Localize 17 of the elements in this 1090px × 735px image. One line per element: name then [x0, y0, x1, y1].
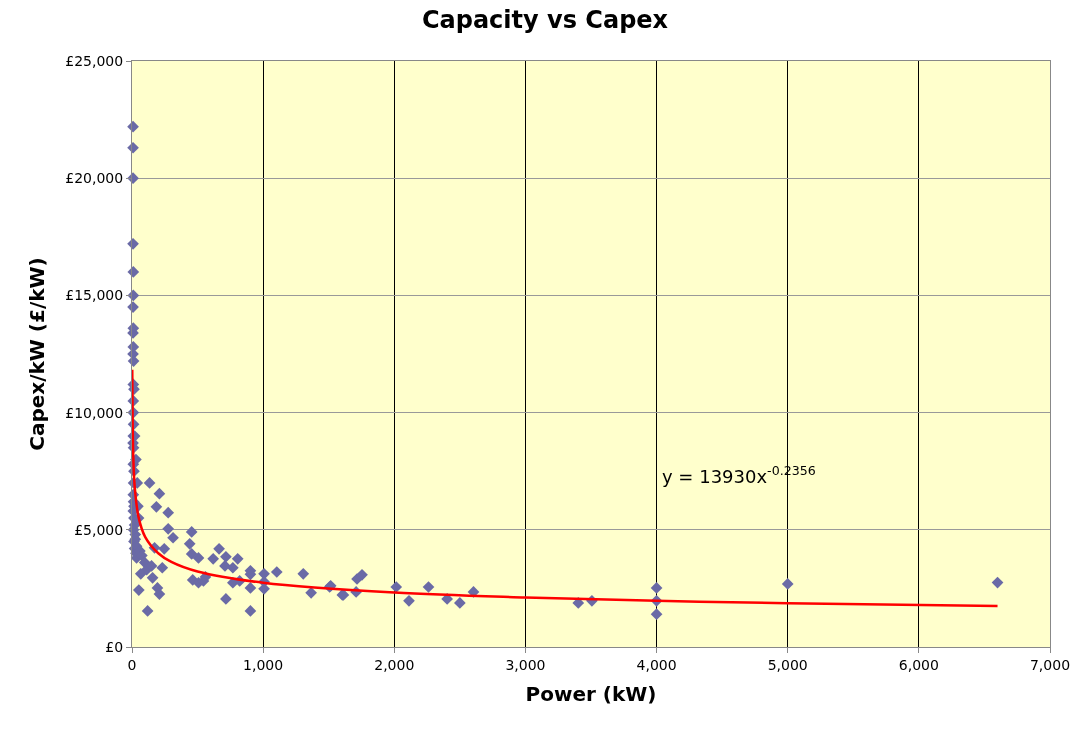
- x-tick-label: 1,000: [243, 656, 284, 673]
- x-tick-label: 3,000: [505, 656, 546, 673]
- x-tick-label: 6,000: [898, 656, 939, 673]
- x-tick-label: 4,000: [636, 656, 677, 673]
- y-tick-label: £20,000: [65, 170, 124, 187]
- y-tick-label: £10,000: [65, 404, 124, 421]
- y-tick-label: £5,000: [74, 521, 124, 538]
- y-tick-label: £15,000: [65, 287, 124, 304]
- x-tick-label: 7,000: [1029, 656, 1071, 673]
- chart-title: Capacity vs Capex: [421, 5, 669, 34]
- x-tick-label: 2,000: [374, 656, 415, 673]
- y-tick-label: £0: [105, 638, 124, 655]
- y-tick-label: £25,000: [65, 52, 124, 69]
- x-tick-label: 5,000: [767, 656, 808, 673]
- x-tick-label: 0: [127, 656, 137, 673]
- x-axis-title: Power (kW): [525, 682, 657, 707]
- y-axis-title: Capex/kW (£/kW): [24, 257, 49, 451]
